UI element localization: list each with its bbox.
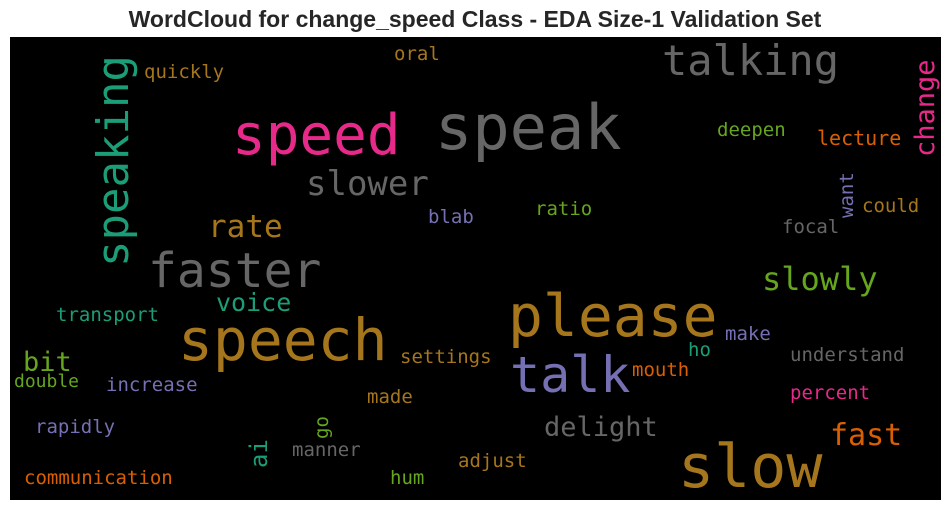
word-lecture: lecture bbox=[817, 126, 901, 150]
word-fast: fast bbox=[830, 418, 902, 453]
word-faster: faster bbox=[148, 243, 321, 299]
word-focal: focal bbox=[782, 216, 839, 238]
word-ho: ho bbox=[688, 339, 711, 361]
word-change: change bbox=[910, 59, 941, 157]
word-rate: rate bbox=[208, 209, 283, 245]
word-increase: increase bbox=[106, 374, 198, 396]
word-speech: speech bbox=[178, 306, 388, 374]
word-oral: oral bbox=[394, 43, 440, 65]
word-want: want bbox=[836, 172, 858, 218]
word-settings: settings bbox=[400, 346, 492, 368]
word-deepen: deepen bbox=[717, 119, 786, 141]
word-slowly: slowly bbox=[762, 260, 878, 298]
word-manner: manner bbox=[292, 439, 361, 461]
word-ai: ai bbox=[245, 439, 273, 468]
word-blab: blab bbox=[428, 206, 474, 228]
wordcloud-canvas: speak speed talking change speaking quickly or… bbox=[10, 37, 941, 500]
word-go: go bbox=[311, 416, 333, 439]
word-speed: speed bbox=[232, 103, 401, 168]
word-voice: voice bbox=[216, 288, 291, 317]
word-double: double bbox=[14, 371, 79, 392]
word-bit: bit bbox=[23, 347, 72, 378]
word-mouth: mouth bbox=[632, 359, 689, 381]
word-could: could bbox=[862, 195, 919, 217]
word-slow: slow bbox=[678, 432, 823, 500]
word-please: please bbox=[508, 282, 718, 350]
word-talking: talking bbox=[662, 37, 839, 85]
word-understand: understand bbox=[790, 344, 904, 366]
word-speaking: speaking bbox=[88, 55, 139, 267]
word-hum: hum bbox=[390, 467, 424, 489]
word-adjust: adjust bbox=[458, 450, 527, 472]
word-communication: communication bbox=[24, 467, 173, 489]
word-made: made bbox=[367, 386, 413, 408]
word-transport: transport bbox=[56, 304, 159, 326]
word-make: make bbox=[725, 323, 771, 345]
word-quickly: quickly bbox=[144, 61, 224, 83]
wordcloud-svg: speak speed talking change speaking quickly or… bbox=[14, 37, 941, 500]
word-talk: talk bbox=[510, 346, 630, 404]
word-percent: percent bbox=[790, 382, 870, 404]
word-speak: speak bbox=[435, 91, 622, 164]
word-slower: slower bbox=[306, 164, 429, 204]
word-ratio: ratio bbox=[535, 198, 592, 220]
word-rapidly: rapidly bbox=[35, 416, 115, 438]
chart-title: WordCloud for change_speed Class - EDA S… bbox=[128, 6, 822, 32]
word-delight: delight bbox=[544, 412, 658, 443]
